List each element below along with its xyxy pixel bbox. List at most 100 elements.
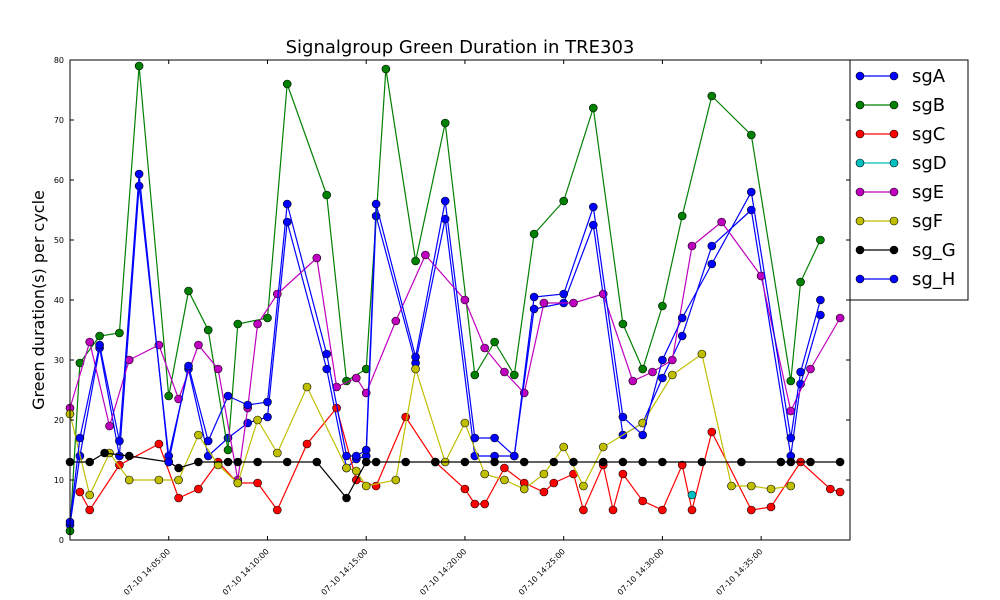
data-point bbox=[687, 241, 697, 251]
legend-marker bbox=[889, 216, 899, 226]
legend-marker bbox=[855, 100, 865, 110]
data-point bbox=[490, 337, 499, 347]
data-point bbox=[687, 490, 697, 500]
data-point bbox=[233, 457, 243, 467]
data-point bbox=[213, 364, 223, 374]
legend-label: sgC bbox=[912, 124, 945, 145]
legend-marker bbox=[889, 71, 899, 81]
data-point bbox=[579, 505, 588, 515]
data-point bbox=[588, 202, 598, 212]
data-point bbox=[411, 256, 420, 266]
series-sgd bbox=[687, 490, 697, 500]
x-tick-label: 07-10 14:05:00 bbox=[122, 547, 172, 597]
data-point bbox=[559, 196, 569, 206]
data-point bbox=[282, 79, 292, 89]
data-point bbox=[351, 373, 361, 383]
legend-label: sgF bbox=[912, 211, 943, 232]
data-point bbox=[124, 475, 134, 485]
data-point bbox=[85, 457, 94, 467]
data-point bbox=[835, 457, 845, 467]
data-point bbox=[243, 400, 252, 410]
series-line bbox=[69, 173, 821, 523]
data-point bbox=[519, 457, 529, 467]
data-point bbox=[796, 277, 805, 287]
data-point bbox=[371, 199, 381, 209]
data-point bbox=[85, 337, 94, 347]
data-point bbox=[282, 457, 292, 467]
series-line bbox=[69, 352, 791, 497]
data-point bbox=[391, 316, 401, 326]
data-point bbox=[470, 370, 480, 380]
legend-marker bbox=[889, 100, 899, 110]
data-point bbox=[539, 487, 549, 497]
data-point bbox=[766, 484, 776, 494]
legend-label: sgB bbox=[912, 95, 945, 116]
series-layer bbox=[65, 61, 845, 536]
data-point bbox=[786, 457, 796, 467]
y-tick-label: 20 bbox=[54, 416, 64, 425]
legend: sgA sgB sgC sgD sgE sgF sg_G sg_H bbox=[849, 59, 969, 301]
data-point bbox=[588, 103, 598, 113]
data-point bbox=[658, 373, 667, 383]
data-point bbox=[203, 325, 213, 335]
data-point bbox=[529, 304, 539, 314]
data-point bbox=[598, 442, 608, 452]
data-point bbox=[796, 367, 805, 377]
data-point bbox=[460, 295, 470, 305]
data-point bbox=[579, 481, 588, 491]
data-point bbox=[480, 469, 490, 479]
data-point bbox=[707, 259, 717, 269]
data-point bbox=[105, 421, 114, 431]
data-point bbox=[519, 484, 529, 494]
legend-box bbox=[849, 59, 969, 301]
data-point bbox=[351, 466, 361, 476]
data-point bbox=[460, 484, 470, 494]
legend-label: sgD bbox=[912, 153, 947, 174]
data-point bbox=[115, 436, 124, 446]
series-line bbox=[69, 185, 821, 526]
y-axis-label: Green duration(s) per cycle bbox=[29, 190, 48, 410]
data-point bbox=[154, 475, 164, 485]
data-point bbox=[648, 367, 657, 377]
data-point bbox=[677, 460, 687, 470]
data-point bbox=[509, 451, 519, 461]
data-point bbox=[480, 499, 490, 509]
data-point bbox=[658, 355, 667, 365]
data-point bbox=[263, 397, 272, 407]
data-point bbox=[312, 253, 322, 263]
data-point bbox=[85, 505, 94, 515]
data-point bbox=[253, 457, 262, 467]
data-point bbox=[213, 460, 223, 470]
legend-label: sg_H bbox=[912, 269, 955, 290]
data-point bbox=[164, 457, 173, 467]
data-point bbox=[95, 340, 104, 350]
data-point bbox=[509, 370, 519, 380]
data-point bbox=[559, 289, 569, 299]
data-point bbox=[95, 331, 104, 341]
data-point bbox=[342, 493, 351, 503]
data-point bbox=[253, 478, 262, 488]
data-point bbox=[559, 442, 569, 452]
data-point bbox=[638, 364, 648, 374]
data-point bbox=[233, 319, 243, 329]
y-tick-label: 10 bbox=[54, 476, 64, 485]
x-tick-label: 07-10 14:10:00 bbox=[221, 547, 271, 597]
data-point bbox=[184, 361, 193, 371]
data-point bbox=[529, 292, 539, 302]
data-point bbox=[618, 469, 628, 479]
data-point bbox=[638, 457, 648, 467]
data-point bbox=[342, 463, 351, 473]
data-point bbox=[263, 412, 272, 422]
data-point bbox=[115, 328, 124, 338]
data-point bbox=[480, 343, 490, 353]
data-point bbox=[835, 313, 845, 323]
data-point bbox=[737, 457, 746, 467]
legend-marker bbox=[889, 158, 899, 168]
data-point bbox=[460, 418, 470, 428]
legend-marker bbox=[889, 129, 899, 139]
data-point bbox=[746, 187, 756, 197]
data-point bbox=[746, 505, 756, 515]
data-point bbox=[381, 64, 391, 74]
data-point bbox=[401, 412, 411, 422]
